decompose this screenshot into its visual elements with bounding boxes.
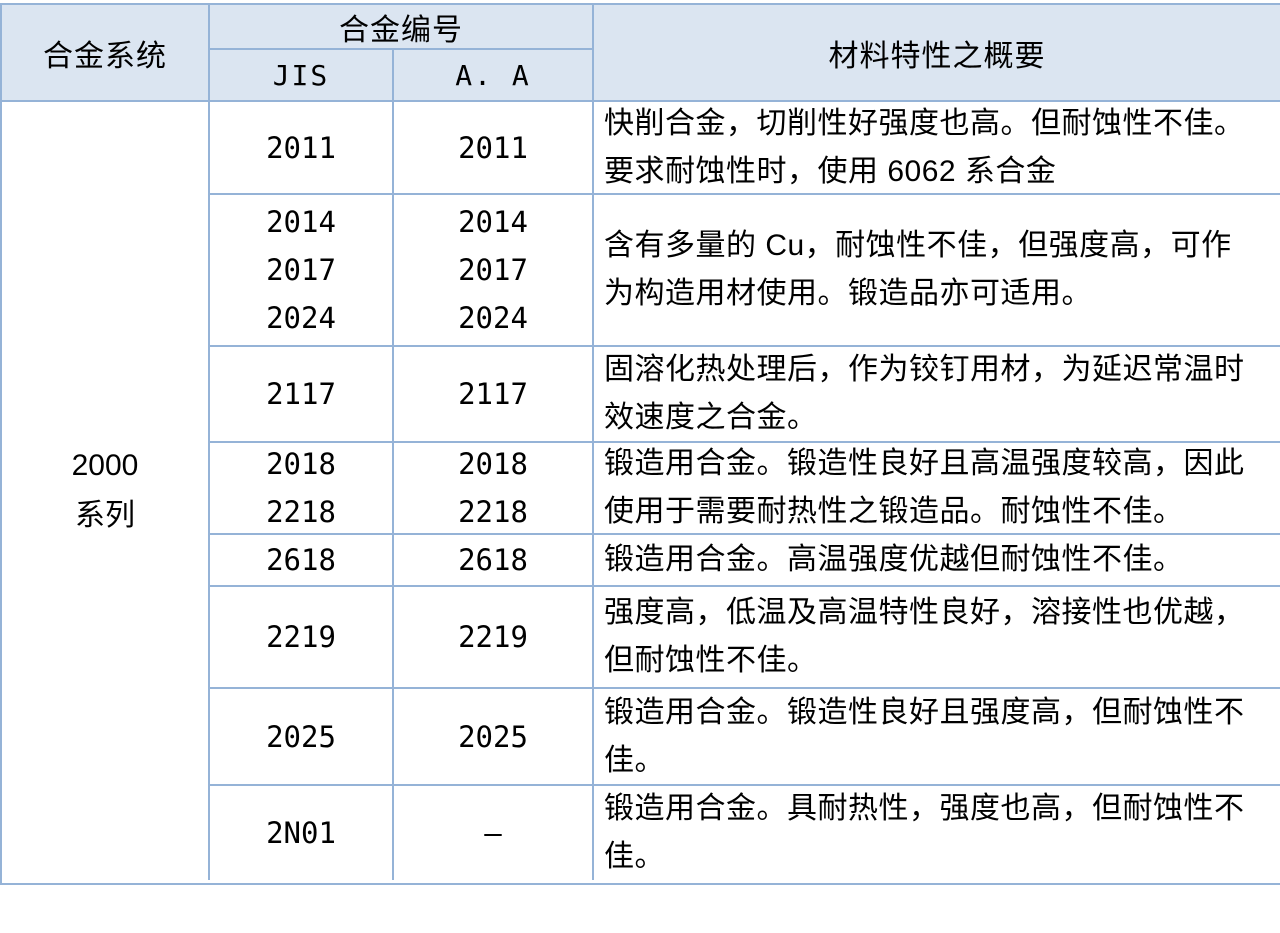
desc-cell-2n01: 锻造用合金。具耐热性，强度也高，但耐蚀性不 佳。 bbox=[604, 792, 1245, 873]
desc-cell-2117: 固溶化热处理后，作为铰钉用材，为延迟常温时 效速度之合金。 bbox=[594, 347, 1280, 443]
header-aa: A. A bbox=[394, 50, 594, 102]
jis-cell-2025: 2025 bbox=[210, 689, 394, 786]
desc-cell-2025: 锻造用合金。锻造性良好且强度高，但耐蚀性不 佳。 bbox=[594, 689, 1280, 786]
alloy-table: 合金系统 合金编号 材料特性之概要 JIS A. A 2000 系列 2011 … bbox=[0, 3, 1280, 885]
desc-cell-2618: 锻造用合金。高温强度优越但耐蚀性不佳。 bbox=[594, 535, 1280, 587]
jis-cell-2n01: 2N01 bbox=[210, 786, 394, 880]
header-alloy-number: 合金编号 bbox=[210, 5, 594, 50]
desc-cell-2011: 快削合金，切削性好强度也高。但耐蚀性不佳。 要求耐蚀性时，使用 6062 系合金 bbox=[594, 102, 1280, 195]
aa-cell-2n01: — bbox=[394, 786, 594, 880]
aa-cell-2618: 2618 bbox=[394, 535, 594, 587]
jis-cell-2014-group: 2014 2017 2024 bbox=[210, 195, 394, 347]
aa-cell-2219: 2219 bbox=[394, 587, 594, 689]
aa-cell-2011: 2011 bbox=[394, 102, 594, 195]
header-characteristics: 材料特性之概要 bbox=[594, 5, 1280, 102]
aa-cell-2025: 2025 bbox=[394, 689, 594, 786]
desc-cell-2014-group: 含有多量的 Cu，耐蚀性不佳，但强度高，可作 为构造用材使用。锻造品亦可适用。 bbox=[594, 195, 1280, 347]
jis-cell-2011: 2011 bbox=[210, 102, 394, 195]
jis-cell-2219: 2219 bbox=[210, 587, 394, 689]
jis-cell-2117: 2117 bbox=[210, 347, 394, 443]
header-alloy-system: 合金系统 bbox=[2, 5, 210, 102]
series-2000-label: 2000 系列 bbox=[2, 102, 210, 880]
desc-cell-2219: 强度高，低温及高温特性良好，溶接性也优越， 但耐蚀性不佳。 bbox=[594, 587, 1280, 689]
jis-cell-2018-group: 2018 2218 bbox=[210, 443, 394, 535]
header-jis: JIS bbox=[210, 50, 394, 102]
aa-cell-2117: 2117 bbox=[394, 347, 594, 443]
aa-cell-2018-group: 2018 2218 bbox=[394, 443, 594, 535]
aa-cell-2014-group: 2014 2017 2024 bbox=[394, 195, 594, 347]
jis-cell-2618: 2618 bbox=[210, 535, 394, 587]
desc-cell-2018-group: 锻造用合金。锻造性良好且高温强度较高，因此 使用于需要耐热性之锻造品。耐蚀性不佳… bbox=[594, 443, 1280, 535]
